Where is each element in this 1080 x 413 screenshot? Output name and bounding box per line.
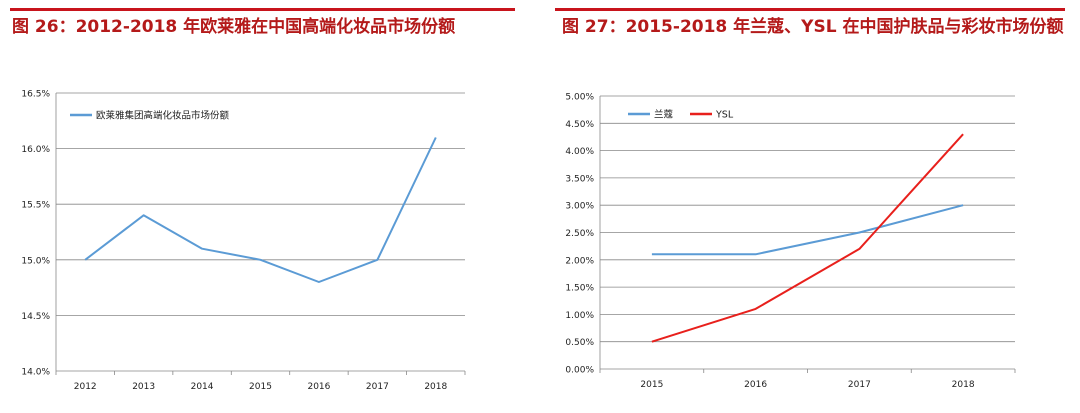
y-tick-label: 3.50%: [565, 174, 594, 184]
y-tick-label: 4.50%: [565, 120, 594, 130]
x-tick-label: 2017: [366, 382, 389, 392]
y-tick-label: 14.5%: [21, 312, 50, 322]
y-tick-label: 1.50%: [565, 284, 594, 294]
series-line-1: [651, 204, 964, 256]
y-tick-label: 0.00%: [565, 366, 594, 376]
legend-label: 兰蔻: [654, 109, 674, 121]
figure-26-title: 图 26：2012-2018 年欧莱雅在中国高端化妆品市场份额: [12, 17, 456, 37]
figure-27-panel: 图 27：2015-2018 年兰蔻、YSL 在中国护肤品与彩妆市场份额 0.0…: [550, 0, 1080, 413]
y-tick-label: 3.00%: [565, 202, 594, 212]
figure-26-line-chart: 14.0% 14.5% 15.0% 15.5% 16.0% 16.5% 2012 2013 20…: [21, 90, 466, 392]
x-tick-label: 2018: [952, 380, 975, 390]
legend-label: YSL: [715, 110, 734, 121]
y-tick-label: 16.0%: [21, 145, 50, 155]
x-tick-label: 2012: [74, 382, 97, 392]
series-line-2: [651, 133, 964, 343]
y-tick-label: 14.0%: [21, 368, 50, 378]
y-tick-label: 16.5%: [21, 90, 50, 100]
x-tick-label: 2014: [191, 382, 214, 392]
x-tick-label: 2013: [132, 382, 155, 392]
figure-27-line-chart: 0.00% 0.50% 1.00% 1.50% 2.00% 2.50% 3.00% 3.50%…: [565, 93, 1016, 390]
y-tick-label: 15.5%: [21, 201, 50, 211]
x-tick-label: 2017: [848, 380, 871, 390]
x-tick-label: 2015: [249, 382, 272, 392]
y-tick-label: 2.00%: [565, 256, 594, 266]
y-tick-label: 0.50%: [565, 338, 594, 348]
legend-label: 欧莱雅集团高端化妆品市场份额: [96, 110, 230, 122]
title-rule: [555, 8, 1065, 11]
y-tick-label: 4.00%: [565, 147, 594, 157]
title-rule: [10, 8, 515, 11]
x-tick-label: 2016: [744, 380, 767, 390]
x-tick-label: 2018: [424, 382, 447, 392]
y-tick-label: 15.0%: [21, 256, 50, 266]
figure-27-title: 图 27：2015-2018 年兰蔻、YSL 在中国护肤品与彩妆市场份额: [562, 17, 1064, 37]
y-tick-label: 5.00%: [565, 93, 594, 103]
x-tick-label: 2015: [640, 380, 663, 390]
figure-26-panel: 图 26：2012-2018 年欧莱雅在中国高端化妆品市场份额 14.0% 14.…: [0, 0, 530, 413]
y-tick-label: 1.00%: [565, 311, 594, 321]
x-tick-label: 2016: [307, 382, 330, 392]
series-line-1: [84, 137, 437, 283]
y-tick-label: 2.50%: [565, 229, 594, 239]
